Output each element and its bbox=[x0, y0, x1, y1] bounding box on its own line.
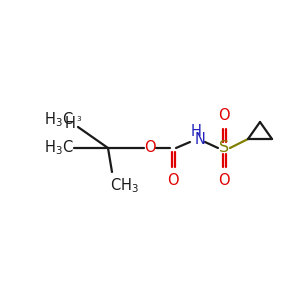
Text: O: O bbox=[218, 108, 230, 123]
Text: O: O bbox=[144, 140, 156, 154]
Text: O: O bbox=[167, 173, 179, 188]
Text: S: S bbox=[219, 140, 229, 155]
Text: $\mathregular{H_3C}$: $\mathregular{H_3C}$ bbox=[44, 139, 74, 157]
Text: $\mathregular{H_3C}$: $\mathregular{H_3C}$ bbox=[44, 111, 74, 129]
Text: N: N bbox=[195, 133, 206, 148]
Text: H: H bbox=[65, 116, 76, 131]
Text: H: H bbox=[190, 124, 201, 140]
Text: $_3$: $_3$ bbox=[76, 114, 82, 124]
Text: O: O bbox=[218, 173, 230, 188]
Text: $\mathregular{CH_3}$: $\mathregular{CH_3}$ bbox=[110, 176, 139, 195]
